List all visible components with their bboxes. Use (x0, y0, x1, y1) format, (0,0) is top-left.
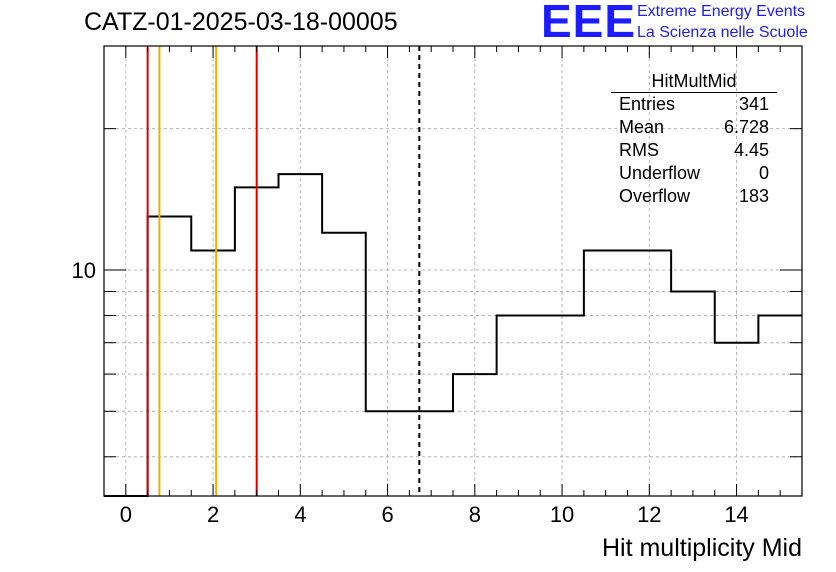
x-tick-label: 4 (294, 502, 306, 527)
y-tick-label: 10 (72, 258, 96, 283)
histogram-layer (104, 173, 802, 497)
chart-title: CATZ-01-2025-03-18-00005 (84, 8, 398, 36)
x-tick-label: 6 (381, 502, 393, 527)
axes-layer: 0 2 4 6 8 10 12 14 10 (72, 45, 803, 527)
histogram-outline (104, 173, 802, 497)
stats-value: 6.728 (723, 117, 769, 137)
stats-box: HitMultMid Entries 341 Mean 6.728 RMS 4.… (611, 71, 777, 208)
x-tick-label: 2 (207, 502, 219, 527)
logo-line-2: La Scienza nelle Scuole (637, 24, 808, 41)
x-tick-label: 10 (550, 502, 574, 527)
stats-row: Mean 6.728 (611, 116, 777, 139)
stats-value: 0 (758, 163, 769, 183)
logo-line-1: Extreme Energy Events (637, 3, 806, 20)
stats-row: Underflow 0 (611, 162, 777, 185)
stats-row: Entries 341 (611, 93, 777, 116)
stats-label: Mean (619, 117, 665, 137)
stats-label: Underflow (619, 163, 701, 183)
x-tick-label: 0 (120, 502, 132, 527)
stats-label: RMS (619, 140, 659, 160)
x-tick-label: 12 (637, 502, 661, 527)
stats-value: 341 (738, 94, 769, 114)
stats-title: HitMultMid (611, 71, 777, 93)
x-tick-label: 8 (469, 502, 481, 527)
x-tick-label: 14 (724, 502, 748, 527)
stats-value: 183 (738, 186, 769, 206)
stats-row: Overflow 183 (611, 185, 777, 208)
stats-label: Overflow (619, 186, 691, 206)
stats-value: 4.45 (733, 140, 769, 160)
eee-logo: EEE (541, 0, 637, 47)
marker-lines-layer (146, 46, 421, 496)
stats-label: Entries (619, 94, 676, 114)
stats-row: RMS 4.45 (611, 139, 777, 162)
x-axis-label: Hit multiplicity Mid (601, 534, 802, 562)
